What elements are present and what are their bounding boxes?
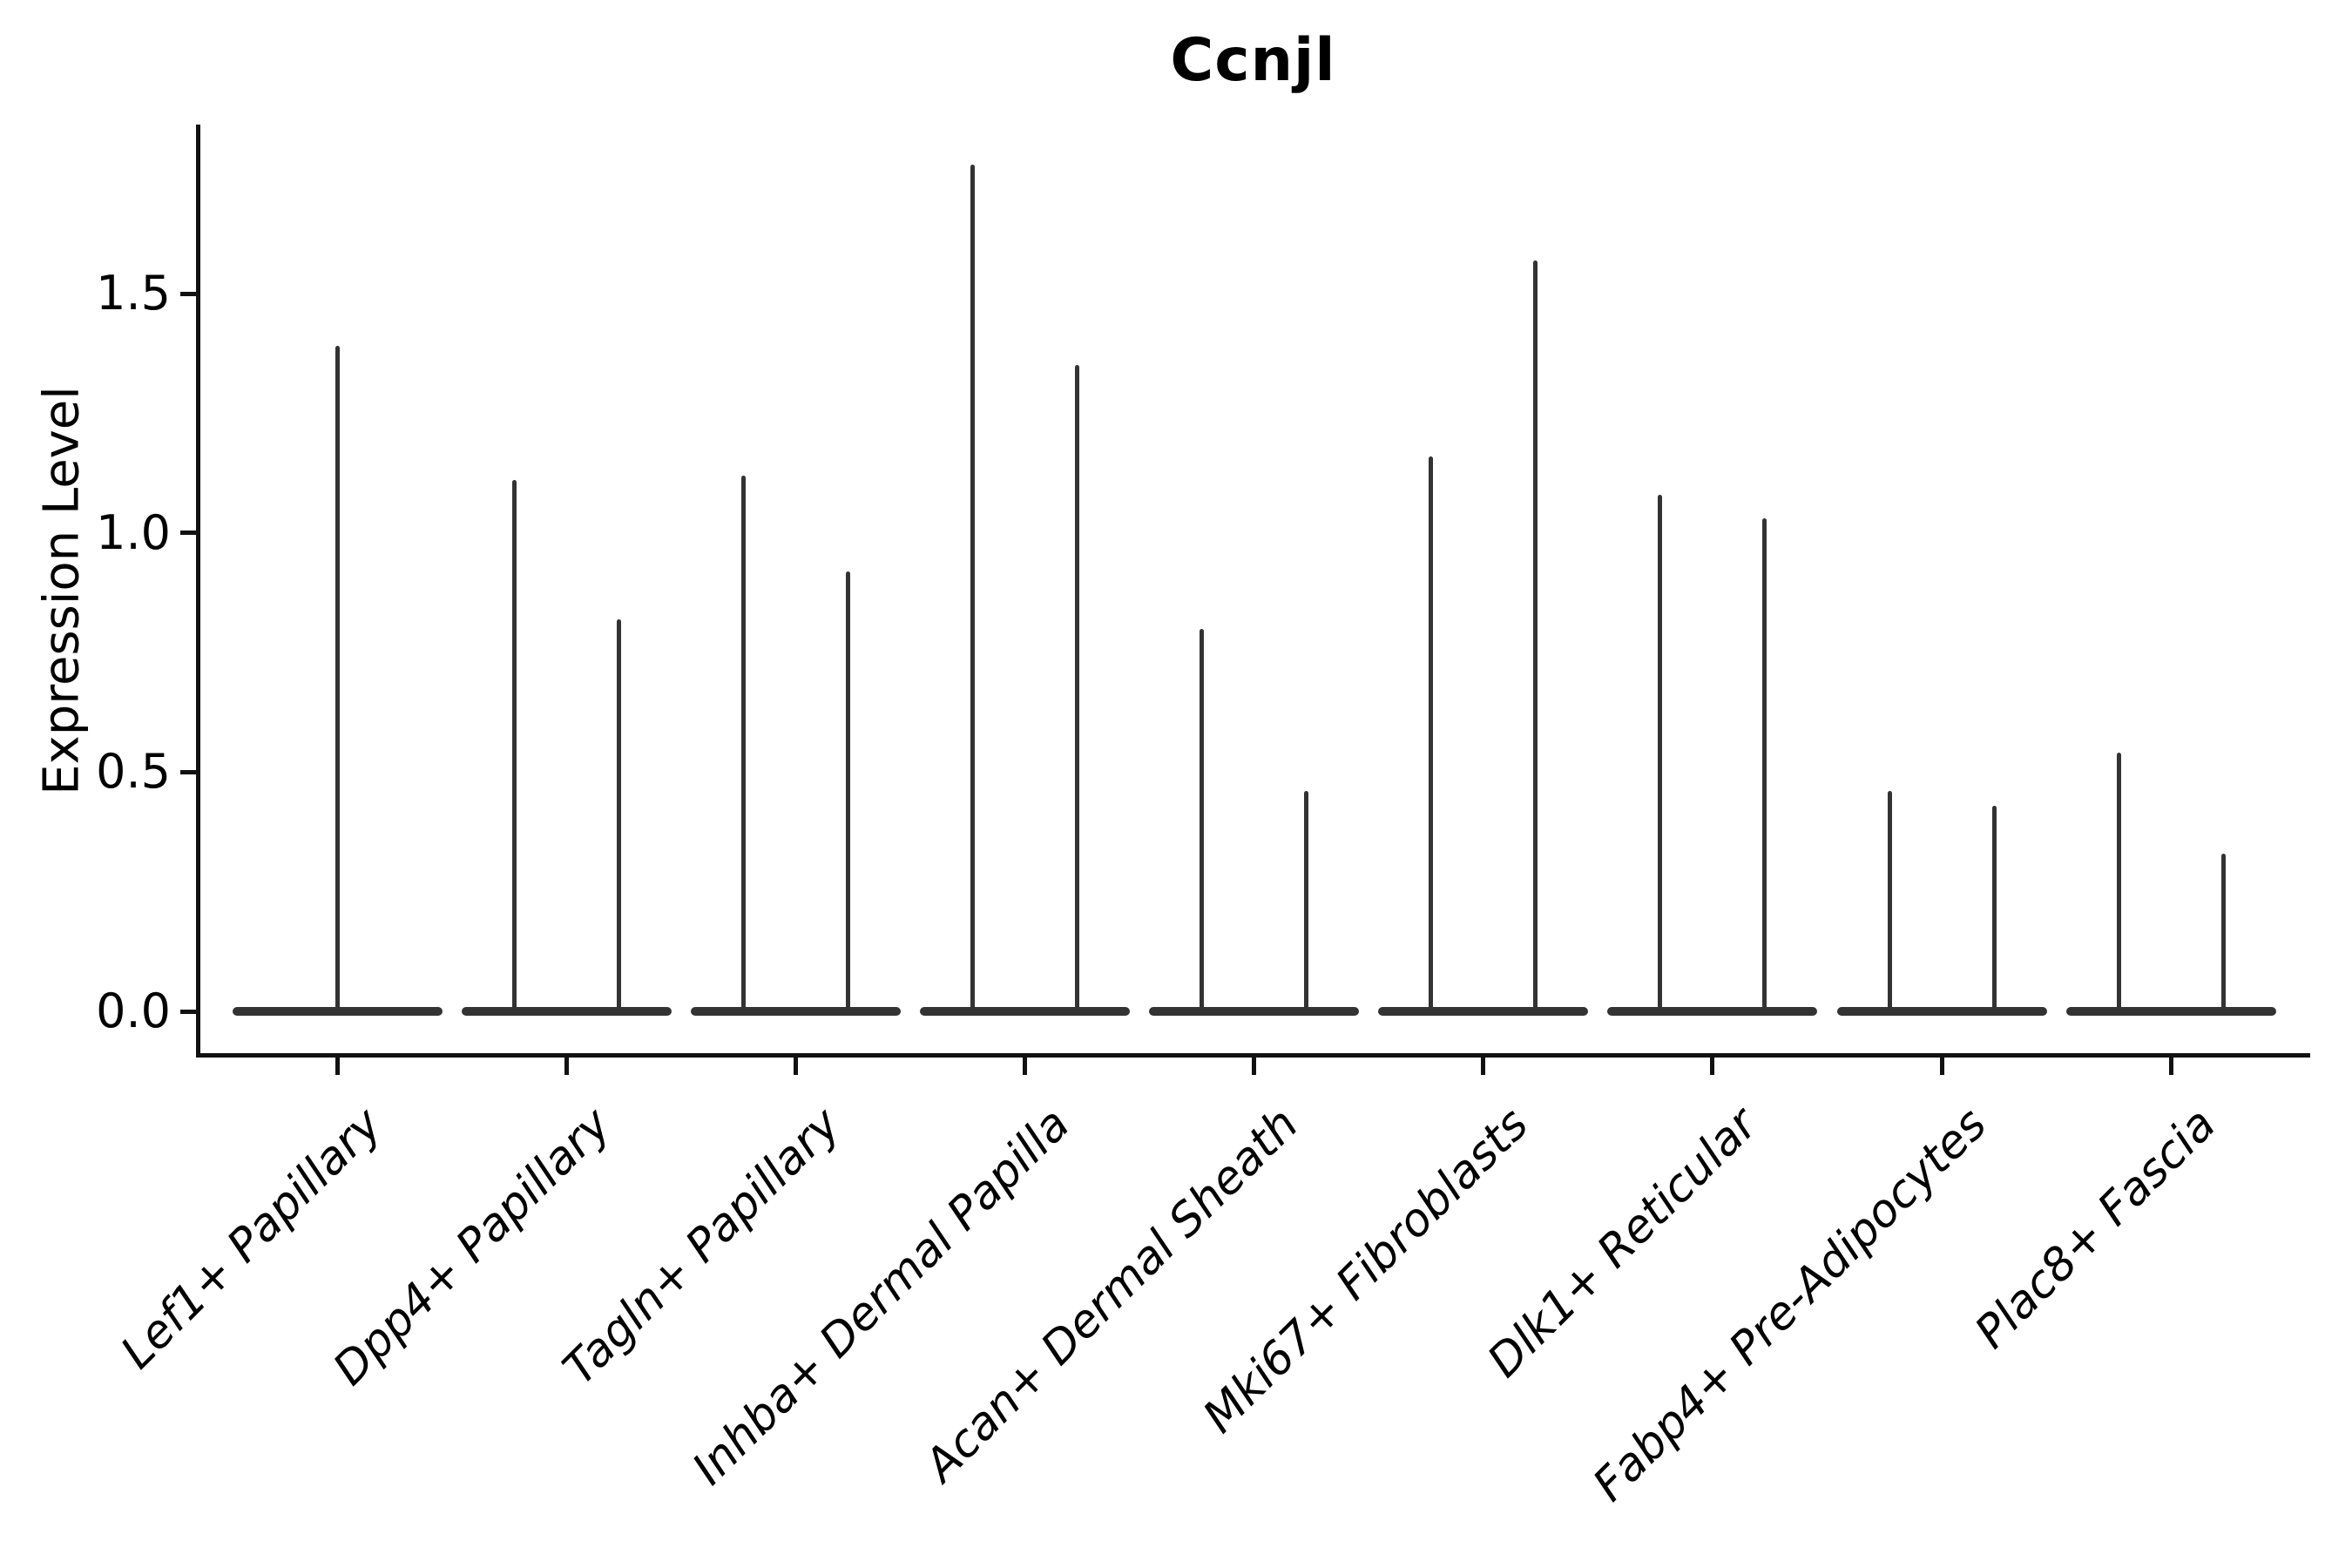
x-axis-spine [196, 1053, 2310, 1058]
violin-spike [1304, 791, 1309, 1010]
y-tick-mark [180, 531, 196, 536]
violin-base [1378, 1007, 1589, 1016]
y-tick-mark [180, 769, 196, 774]
violin-spike [1658, 494, 1663, 1010]
x-tick-mark [1252, 1058, 1257, 1075]
violin-base [690, 1007, 901, 1016]
y-tick-mark [180, 291, 196, 296]
violin-spike [1533, 260, 1538, 1010]
y-tick-label: 1.0 [96, 504, 171, 560]
x-tick-mark [1481, 1058, 1486, 1075]
violin-spike [970, 164, 975, 1010]
x-tick-mark [564, 1058, 569, 1075]
x-tick-mark [1939, 1058, 1944, 1075]
x-tick-label: Acan+ Dermal Sheath [915, 1098, 1309, 1492]
violin-base [1836, 1007, 2047, 1016]
violin-spike [511, 480, 517, 1010]
violin-spike [2116, 753, 2121, 1010]
violin-base [2065, 1007, 2276, 1016]
y-tick-label: 0.0 [96, 983, 171, 1038]
violin-spike [1200, 628, 1205, 1010]
y-axis-label: Expression Level [33, 386, 91, 795]
violin-spike [2220, 853, 2226, 1010]
x-tick-label: Fabp4+ Pre-Adipocytes [1583, 1098, 1997, 1512]
violin-spike [616, 618, 621, 1010]
violin-base [1607, 1007, 1818, 1016]
y-tick-mark [180, 1009, 196, 1014]
x-tick-mark [1022, 1058, 1027, 1075]
x-tick-mark [335, 1058, 340, 1075]
x-tick-label: Plac8+ Fascia [1964, 1098, 2227, 1359]
violin-base [1149, 1007, 1360, 1016]
y-tick-label: 1.5 [96, 266, 171, 321]
violin-spike [335, 346, 340, 1010]
violin-base [232, 1007, 443, 1016]
violin-spike [1429, 456, 1434, 1010]
violin-spike [845, 571, 850, 1010]
violin-spike [1762, 518, 1767, 1010]
chart-title: Ccnjl [1170, 26, 1336, 95]
x-tick-mark [793, 1058, 798, 1075]
violin-spike [1991, 805, 1997, 1010]
violin-spike [740, 475, 746, 1010]
violin-spike [1074, 365, 1079, 1010]
violin-spike [1887, 791, 1892, 1010]
x-tick-label: Inhba+ Dermal Papilla [682, 1098, 1080, 1496]
y-tick-label: 0.5 [96, 744, 171, 800]
violin-base [919, 1007, 1130, 1016]
violin-base [461, 1007, 672, 1016]
x-tick-mark [2168, 1058, 2173, 1075]
x-tick-mark [1710, 1058, 1715, 1075]
y-axis-spine [196, 125, 200, 1058]
